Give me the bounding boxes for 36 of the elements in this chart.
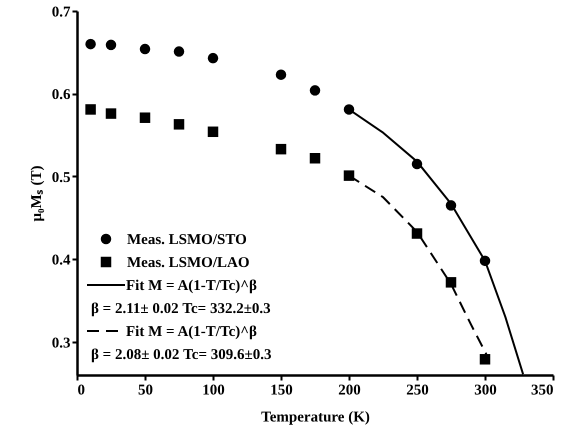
annotation: β = 2.11± 0.02 Tc= 332.2±0.3 [91, 301, 271, 317]
legend-label: Fit M = A(1-T/Tc)^β [126, 278, 257, 294]
point [140, 44, 150, 54]
y-tick-label: 0.4 [52, 252, 71, 269]
point [480, 354, 490, 365]
y-tick-label: 0.5 [52, 170, 70, 186]
x-tick-label: 350 [531, 382, 554, 398]
point [174, 119, 184, 130]
x-tick-label: 300 [474, 382, 497, 398]
x-axis-title: Temperature (K) [261, 410, 370, 426]
legend-label: Fit M = A(1-T/Tc)^β [126, 324, 257, 340]
x-tick-label: 50 [138, 382, 153, 398]
point [208, 126, 218, 138]
point [208, 52, 218, 64]
annotation: β = 2.08± 0.02 Tc= 309.6±0.3 [91, 347, 272, 363]
x-tick-label: 100 [202, 382, 225, 398]
x-tick-label: 250 [406, 382, 429, 398]
point [85, 38, 96, 50]
point [310, 153, 320, 164]
x-tick-label: 200 [338, 382, 361, 398]
legend-label: Meas. LSMO/LAO [127, 255, 250, 271]
point [140, 112, 150, 123]
y-axis-title: μ₀Mₛ (T) [28, 166, 45, 222]
point [106, 40, 116, 50]
legend-label: Meas. LSMO/STO [127, 232, 247, 248]
point [85, 104, 96, 115]
point [276, 69, 286, 80]
y-tick-label: 0.3 [52, 335, 70, 352]
y-tick-label: 0.7 [52, 4, 71, 20]
y-tick-label: 0.6 [52, 87, 71, 104]
point [276, 144, 286, 154]
x-tick-label: 0 [78, 382, 85, 398]
x-tick-label: 150 [270, 382, 293, 398]
point [310, 85, 320, 96]
point [106, 108, 116, 119]
point [174, 46, 184, 57]
